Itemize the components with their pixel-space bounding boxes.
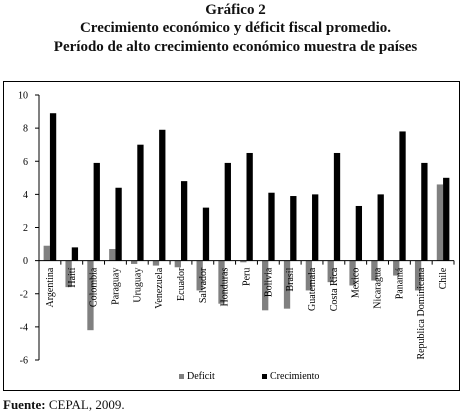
bar-deficit [305,260,313,291]
category-label: Panamá [394,267,405,299]
bar-deficit [436,184,444,261]
bar-crecimiento [71,247,79,261]
y-tick-label: 4 [23,190,28,201]
bar-crecimiento [224,162,231,261]
category-label: Haití [67,267,78,287]
bar-deficit [109,249,116,261]
chart-subtitle: Período de alto crecimiento económico mu… [53,39,418,55]
y-tick-label: -2 [20,289,28,300]
chart-frame: 10 8 6 4 2 0 -2 -4 -6 Argentina Haití Colombia Parag… [3,81,460,391]
source-text: CEPAL, 2009. [48,397,125,412]
bar-deficit [327,260,334,283]
bar-deficit [174,260,181,268]
bar-crecimiento [421,162,428,261]
bar-crecimiento [290,196,297,261]
category-label: Guatemala [307,267,318,311]
category-label: Colombia [89,267,100,307]
bar-deficit [283,260,291,309]
y-tick-label: 2 [23,223,28,234]
y-tick-label: 6 [23,157,28,168]
category-label: Nicaragua [373,267,384,309]
bar-deficit [414,260,422,291]
bar-deficit [218,260,225,304]
bar-deficit [349,260,356,286]
category-label: Honduras [220,268,231,307]
bar-deficit [371,260,378,281]
bar-crecimiento [159,129,166,261]
bar-crecimiento [355,205,363,261]
bar-crecimiento [137,144,144,261]
bar-crecimiento [115,187,122,261]
bar-crecimiento [312,194,319,261]
chart-title: Crecimiento económico y déficit fiscal p… [79,20,392,36]
y-tick-label: 8 [23,124,28,135]
category-label: Chile [438,267,449,289]
bar-crecimiento [246,152,253,261]
category-label: Bolivia [263,267,274,297]
bar-deficit [130,260,138,264]
category-label: Mexico [351,268,362,299]
category-label: Republica Dominicana [416,267,427,359]
bar-deficit [393,260,400,276]
bar-crecimiento [180,181,188,261]
legend-swatch-deficit [179,374,184,379]
category-label: Salvador [198,267,209,303]
figure-label: Gráfico 2 [205,2,266,18]
category-label: Peru [242,268,253,286]
category-label: Argentina [45,267,56,307]
bar-crecimiento [49,113,57,261]
bar-deficit [87,260,94,331]
category-label: Costa Rica [329,267,340,311]
bar-deficit [152,260,160,266]
bar-crecimiento [443,177,450,261]
bar-crecimiento [93,162,100,261]
bar-deficit [43,245,50,261]
bar-crecimiento [268,192,275,261]
legend-label-deficit: Deficit [187,371,215,382]
category-label: Brasil [285,267,296,291]
category-label: Venezuela [154,267,165,309]
bar-crecimiento [399,131,406,261]
source-label: Fuente: [3,397,46,412]
bar-deficit [196,260,203,291]
category-label: Ecuador [176,267,187,301]
y-tick-label: -6 [20,356,28,367]
bar-crecimiento [377,194,384,261]
bar-deficit [262,260,269,311]
legend-swatch-crecimiento [262,374,267,379]
bar-deficit [240,260,247,263]
source-note: Fuente: CEPAL, 2009. [3,397,125,413]
category-label: Uruguay [132,268,143,303]
y-tick-label: 0 [23,256,28,267]
legend-label-crecimiento: Crecimiento [270,371,319,382]
category-label: Paraguay [110,268,121,305]
bar-deficit [65,260,72,288]
y-tick-label: 10 [18,91,28,102]
bar-crecimiento [333,152,341,261]
bar-crecimiento [202,207,210,261]
bar-chart: 10 8 6 4 2 0 -2 -4 -6 Argentina Haití Colombia Parag… [18,91,455,382]
y-tick-label: -4 [20,322,28,333]
